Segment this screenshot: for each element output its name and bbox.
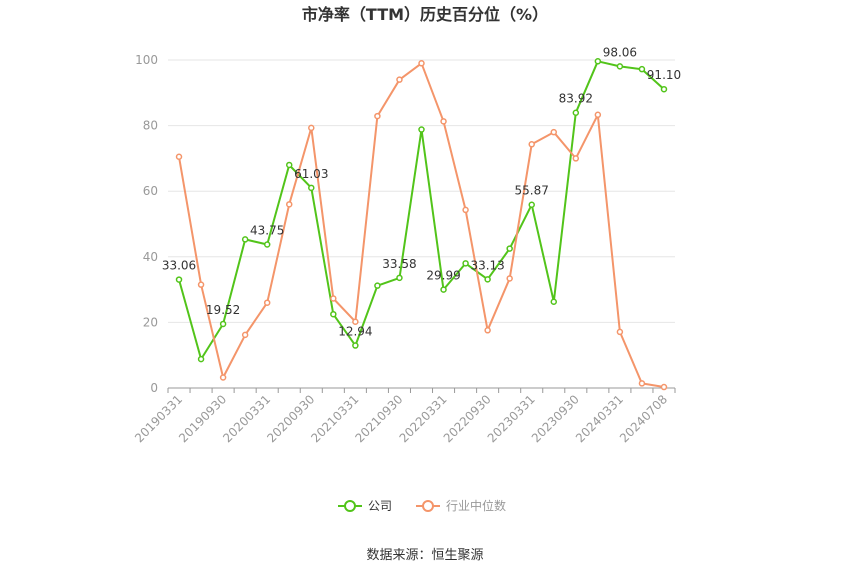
data-point[interactable] bbox=[241, 236, 249, 243]
data-point[interactable] bbox=[396, 76, 403, 83]
data-point[interactable] bbox=[528, 201, 535, 208]
series-line-company bbox=[178, 60, 665, 361]
data-point[interactable] bbox=[550, 298, 558, 305]
data-point[interactable] bbox=[263, 241, 271, 248]
data-point[interactable] bbox=[330, 310, 337, 318]
data-point[interactable] bbox=[638, 380, 646, 387]
x-tick-label: 20240708 bbox=[617, 392, 670, 445]
y-tick-label: 100 bbox=[135, 53, 158, 67]
data-label: 29.99 bbox=[426, 269, 460, 283]
data-point[interactable] bbox=[594, 58, 602, 65]
legend-item-industry-median[interactable]: 行业中位数 bbox=[416, 498, 506, 513]
data-point[interactable] bbox=[197, 281, 205, 288]
y-tick-label: 40 bbox=[143, 250, 158, 264]
data-point[interactable] bbox=[418, 60, 425, 67]
data-point[interactable] bbox=[506, 245, 513, 252]
data-point[interactable] bbox=[440, 118, 447, 125]
data-point[interactable] bbox=[241, 331, 249, 339]
data-point[interactable] bbox=[175, 276, 183, 283]
data-point[interactable] bbox=[352, 342, 359, 349]
y-tick-label: 0 bbox=[150, 381, 158, 395]
data-point[interactable] bbox=[506, 275, 513, 282]
data-point[interactable] bbox=[440, 286, 447, 293]
grid bbox=[168, 59, 675, 323]
data-point[interactable] bbox=[197, 355, 205, 363]
series bbox=[175, 58, 668, 391]
legend-marker-icon bbox=[422, 500, 434, 512]
data-label: 33.13 bbox=[470, 258, 504, 272]
data-point[interactable] bbox=[660, 383, 668, 391]
y-tick-label: 20 bbox=[143, 315, 158, 329]
y-tick-label: 60 bbox=[143, 184, 158, 198]
data-point[interactable] bbox=[285, 201, 293, 208]
legend[interactable]: 公司 行业中位数 bbox=[338, 498, 506, 513]
data-point[interactable] bbox=[396, 274, 403, 282]
data-label: 55.87 bbox=[515, 184, 549, 198]
data-point[interactable] bbox=[572, 155, 580, 162]
data-label: 61.03 bbox=[294, 167, 328, 181]
data-point[interactable] bbox=[330, 295, 337, 302]
data-label: 33.06 bbox=[162, 259, 196, 273]
y-tick-label: 80 bbox=[143, 119, 158, 133]
data-label: 33.58 bbox=[382, 257, 416, 271]
data-point[interactable] bbox=[550, 128, 558, 136]
data-label: 19.52 bbox=[206, 303, 240, 317]
data-label: 12.94 bbox=[338, 325, 372, 339]
data-label: 91.10 bbox=[647, 68, 681, 82]
data-point[interactable] bbox=[660, 85, 668, 93]
data-point[interactable] bbox=[462, 260, 469, 267]
data-point[interactable] bbox=[374, 112, 381, 120]
data-point[interactable] bbox=[374, 282, 381, 289]
data-point[interactable] bbox=[175, 153, 183, 161]
data-point[interactable] bbox=[418, 126, 425, 133]
data-point[interactable] bbox=[285, 161, 293, 169]
data-label: 43.75 bbox=[250, 224, 284, 238]
data-point[interactable] bbox=[528, 141, 535, 148]
chart-title: 市净率（TTM）历史百分位（%） bbox=[302, 5, 548, 24]
data-source-note: 数据来源：恒生聚源 bbox=[366, 548, 483, 563]
legend-label: 公司 bbox=[368, 499, 392, 513]
data-point[interactable] bbox=[484, 327, 491, 334]
data-point[interactable] bbox=[638, 65, 646, 73]
data-point[interactable] bbox=[352, 318, 359, 325]
legend-marker-icon bbox=[344, 500, 356, 512]
data-point[interactable] bbox=[616, 63, 624, 70]
data-label: 83.92 bbox=[559, 92, 593, 106]
data-label: 98.06 bbox=[603, 45, 637, 59]
data-labels: 33.06 19.52 43.75 61.03 12.94 33.58 29.99 33.13… bbox=[162, 45, 681, 338]
data-point[interactable] bbox=[308, 184, 315, 192]
data-point[interactable] bbox=[484, 276, 491, 283]
data-point[interactable] bbox=[462, 206, 469, 214]
legend-label: 行业中位数 bbox=[446, 498, 506, 513]
data-point[interactable] bbox=[219, 374, 227, 381]
data-point[interactable] bbox=[572, 109, 580, 116]
data-point[interactable] bbox=[616, 328, 624, 336]
data-point[interactable] bbox=[594, 111, 602, 119]
legend-item-company[interactable]: 公司 bbox=[338, 499, 392, 513]
data-point[interactable] bbox=[219, 320, 227, 328]
data-point[interactable] bbox=[308, 124, 315, 132]
data-point[interactable] bbox=[263, 299, 271, 306]
